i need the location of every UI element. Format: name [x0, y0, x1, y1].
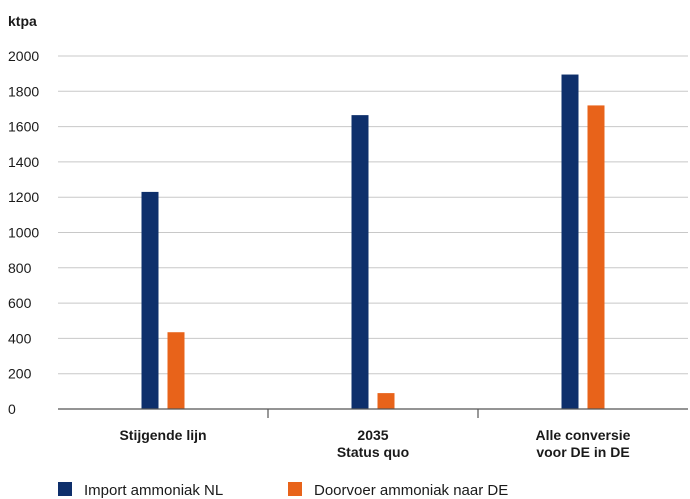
bar-import-ammoniak-nl-0: [141, 191, 159, 409]
legend-label: Import ammoniak NL: [84, 482, 223, 499]
bar-import-ammoniak-nl-2: [561, 74, 579, 409]
category-label: 2035: [357, 427, 388, 443]
y-tick-label: 400: [8, 330, 32, 346]
y-tick-label: 1200: [8, 189, 39, 205]
y-axis-label: ktpa: [8, 13, 37, 29]
y-tick-label: 800: [8, 260, 32, 276]
category-label: Alle conversie: [536, 427, 631, 443]
y-tick-labels: 0 200 400 600 800 1000 1200 1400 1600 1800 2000: [8, 48, 39, 417]
legend-swatch: [58, 482, 72, 496]
gridlines: [58, 55, 688, 375]
category-label: Status quo: [337, 444, 409, 460]
legend-label: Doorvoer ammoniak naar DE: [314, 482, 508, 499]
bars: [141, 74, 605, 410]
bar-import-ammoniak-nl-1: [351, 115, 369, 409]
y-tick-label: 1400: [8, 154, 39, 170]
y-tick-label: 200: [8, 366, 32, 382]
category-label: Stijgende lijn: [119, 427, 206, 443]
y-tick-label: 1800: [8, 83, 39, 99]
x-axis-ticks: [267, 409, 479, 418]
category-label: voor DE in DE: [536, 444, 629, 460]
y-tick-label: 0: [8, 401, 16, 417]
bar-doorvoer-ammoniak-naar-de-0: [167, 332, 185, 409]
y-tick-label: 2000: [8, 48, 39, 64]
legend: Import ammoniak NL Doorvoer ammoniak naar…: [58, 482, 508, 499]
bar-doorvoer-ammoniak-naar-de-1: [377, 393, 395, 409]
bar-doorvoer-ammoniak-naar-de-2: [587, 105, 605, 410]
y-tick-label: 1600: [8, 119, 39, 135]
y-tick-label: 1000: [8, 225, 39, 241]
y-tick-label: 600: [8, 295, 32, 311]
legend-swatch: [288, 482, 302, 496]
